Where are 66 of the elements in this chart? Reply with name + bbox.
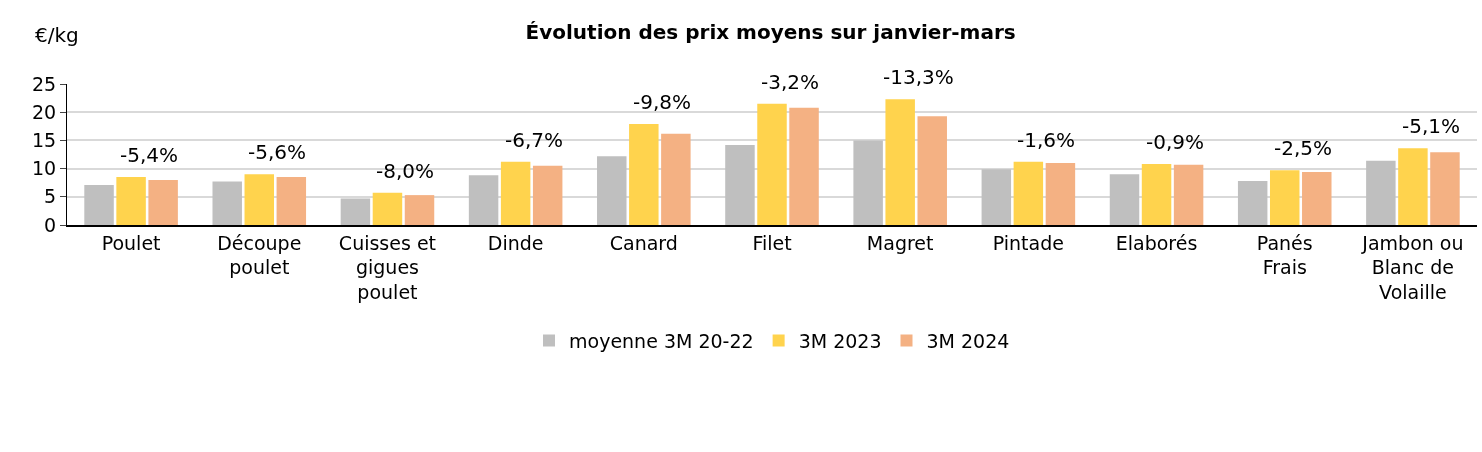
chart-title: Évolution des prix moyens sur janvier-mars [525,19,1016,44]
y-tick-label: 10 [32,157,57,180]
bar [917,116,947,225]
bar [1173,164,1204,225]
bar [532,165,563,225]
bar [981,169,1012,225]
bar [468,175,499,225]
annotation: -9,8% [633,90,692,114]
x-tick-label: Elaborés [1115,231,1198,254]
x-tick-label: Jambon ou Blanc de Volaille [1361,231,1464,303]
y-tick-label: 25 [32,72,57,95]
annotation: -2,5% [1274,136,1333,160]
y-tick-label: 0 [44,213,57,236]
bar [757,103,787,225]
x-tick-label: Magret [866,231,934,254]
bar [212,181,242,225]
annotation: -5,4% [120,143,179,167]
legend-label: 3M 2024 [926,329,1010,352]
annotation: -8,0% [376,159,435,183]
bar [725,144,755,225]
bar [1302,171,1332,225]
bar [1013,161,1044,225]
annotation: -5,1% [1402,114,1461,138]
x-tick-label: Filet [752,231,792,254]
bar [1237,181,1268,225]
x-tick-label: Panés Frais [1256,231,1313,279]
bar [372,192,403,225]
x-tick-label: Dinde [487,231,544,254]
bar [1109,174,1140,225]
y-axis-title: €/kg [35,23,79,47]
annotation: -5,6% [248,140,307,164]
x-tick-label: Découpe poulet [217,231,302,279]
bar [1430,152,1460,225]
bar [661,133,691,225]
annotation: -0,9% [1146,130,1205,154]
annotation: -1,6% [1017,128,1076,152]
bar [84,184,114,225]
y-tick-label: 15 [32,129,57,152]
y-tick-label: 5 [44,185,57,208]
x-tick-label: Cuisses et gigues poulet [338,231,437,303]
bar [1398,148,1428,225]
x-tick-label: Canard [609,231,678,254]
bar [500,161,531,225]
bar [340,198,371,225]
bar [629,124,659,225]
bar [244,174,275,225]
legend-label: moyenne 3M 20-22 [569,329,754,352]
legend-label: 3M 2023 [798,329,882,352]
annotation: -13,3% [883,65,954,89]
x-tick-label: Pintade [992,231,1064,254]
bar [276,177,307,225]
bar [148,179,178,225]
bar [1366,160,1396,225]
bar [1045,162,1076,225]
bar [789,107,819,225]
x-tick-label: Poulet [101,231,161,254]
bar [116,177,146,225]
annotation: -6,7% [505,128,564,152]
bar [1269,170,1300,225]
bar [1141,164,1172,225]
bar [404,195,435,225]
annotation: -3,2% [761,70,820,94]
y-tick-label: 20 [32,100,57,123]
bar [597,156,627,225]
bar [885,99,915,225]
bar [853,140,883,225]
